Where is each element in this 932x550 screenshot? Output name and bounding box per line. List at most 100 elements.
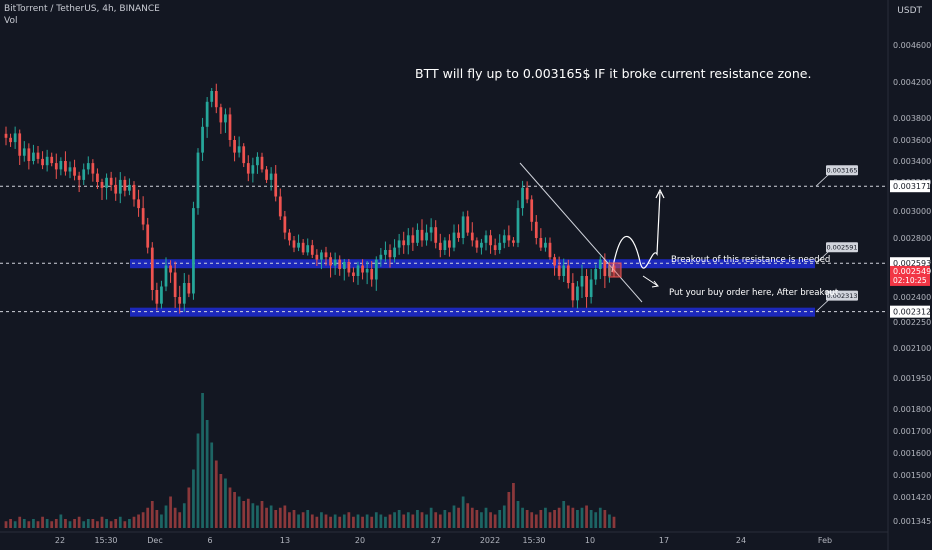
symbol-title[interactable]: BitTorrent / TetherUS, 4h, BINANCE bbox=[4, 4, 160, 14]
candle bbox=[475, 240, 479, 248]
volume-bar bbox=[242, 501, 246, 528]
volume-bar bbox=[91, 519, 95, 528]
volume-bar bbox=[13, 521, 17, 528]
candle bbox=[246, 163, 250, 174]
buy-note-arrow bbox=[642, 275, 659, 288]
candle bbox=[507, 235, 511, 241]
candle bbox=[109, 177, 113, 185]
y-tick-label: 0.002800 bbox=[893, 234, 931, 243]
volume-bar bbox=[461, 496, 465, 528]
candle bbox=[22, 148, 26, 156]
x-tick-label: Feb bbox=[818, 536, 832, 545]
candle bbox=[278, 196, 282, 217]
volume-bar bbox=[182, 503, 186, 528]
x-tick-label: 10 bbox=[585, 536, 595, 545]
volume-bar bbox=[608, 514, 611, 528]
candle bbox=[333, 259, 337, 266]
candle bbox=[27, 148, 31, 161]
volume-bar bbox=[507, 492, 511, 528]
volume-bar bbox=[178, 512, 182, 528]
candle bbox=[361, 265, 364, 273]
time-axis[interactable]: 22 15:30 Dec 6 13 20 27 2022 15:30 10 17 24 Feb bbox=[55, 536, 832, 545]
volume-bar bbox=[237, 496, 241, 528]
volume-bar bbox=[59, 514, 63, 528]
candle bbox=[342, 262, 346, 269]
volume-bar bbox=[598, 507, 602, 528]
volume-bar bbox=[265, 507, 268, 528]
volume-bar bbox=[457, 507, 460, 528]
volume-bar bbox=[557, 507, 561, 528]
y-tick-label: 0.001600 bbox=[893, 449, 931, 458]
y-tick-label: 0.003000 bbox=[893, 207, 931, 216]
volume-bar bbox=[173, 507, 177, 528]
candle bbox=[324, 252, 328, 258]
candle bbox=[182, 283, 186, 304]
candle bbox=[160, 286, 163, 304]
volume-bar bbox=[475, 510, 479, 528]
candle bbox=[219, 107, 223, 123]
volume-bar bbox=[68, 521, 72, 528]
candle bbox=[434, 227, 438, 243]
volume-bar bbox=[82, 521, 86, 528]
volume-bar bbox=[470, 507, 474, 528]
volume-bar bbox=[534, 514, 538, 528]
volume-bar bbox=[416, 510, 419, 528]
volume-bar bbox=[502, 505, 506, 528]
volume-bar bbox=[580, 507, 584, 528]
candle bbox=[251, 165, 255, 174]
volume-bar bbox=[393, 512, 396, 528]
volume-bar bbox=[352, 516, 355, 528]
volume-bar bbox=[100, 516, 104, 528]
candle bbox=[205, 101, 209, 127]
candle bbox=[516, 208, 520, 243]
volume-bar bbox=[192, 469, 195, 528]
candle bbox=[580, 276, 584, 287]
volume-bar bbox=[603, 510, 607, 528]
volume-bar bbox=[525, 510, 529, 528]
volume-bar bbox=[18, 516, 22, 528]
volume-bar bbox=[324, 514, 328, 528]
level-callout-box bbox=[826, 290, 858, 301]
descending-trendline bbox=[519, 162, 643, 303]
candle bbox=[393, 247, 396, 258]
buy-order-note: Put your buy order here, After breakout bbox=[669, 288, 839, 298]
level-callout-box bbox=[826, 242, 858, 253]
candle bbox=[155, 290, 159, 304]
volume-bar bbox=[530, 512, 534, 528]
candle bbox=[105, 177, 108, 188]
volume-bar bbox=[210, 442, 214, 528]
candle bbox=[402, 240, 406, 246]
level-callout-line bbox=[815, 172, 831, 187]
candle bbox=[201, 126, 204, 153]
volume-bar bbox=[306, 510, 310, 528]
y-tick-label: 0.004200 bbox=[893, 78, 931, 87]
candle bbox=[224, 114, 227, 123]
volume-bar bbox=[246, 498, 250, 528]
candle bbox=[338, 259, 342, 269]
volume-bar bbox=[585, 505, 588, 528]
volume-bar bbox=[397, 510, 401, 528]
volume-bar bbox=[539, 510, 543, 528]
currency-label[interactable]: USDT bbox=[897, 6, 922, 16]
x-tick-label: 13 bbox=[280, 536, 290, 545]
volume-bar bbox=[429, 507, 433, 528]
candle bbox=[566, 265, 570, 283]
candle bbox=[192, 208, 195, 294]
level-price-label: 0.003171 bbox=[893, 182, 931, 191]
y-tick-label: 0.001800 bbox=[893, 405, 931, 414]
y-tick-label: 0.001500 bbox=[893, 471, 931, 480]
candle bbox=[269, 173, 273, 180]
volume-bar bbox=[54, 519, 58, 528]
volume-bars bbox=[4, 393, 616, 528]
candle bbox=[374, 259, 378, 280]
candle bbox=[9, 137, 12, 143]
volume-bar bbox=[553, 510, 556, 528]
volume-bar bbox=[374, 512, 378, 528]
projection-path bbox=[611, 191, 661, 273]
candle bbox=[502, 235, 506, 243]
volume-bar bbox=[480, 512, 483, 528]
candle bbox=[539, 238, 543, 248]
volume-indicator-label[interactable]: Vol bbox=[4, 16, 18, 26]
volume-bar bbox=[612, 516, 616, 528]
